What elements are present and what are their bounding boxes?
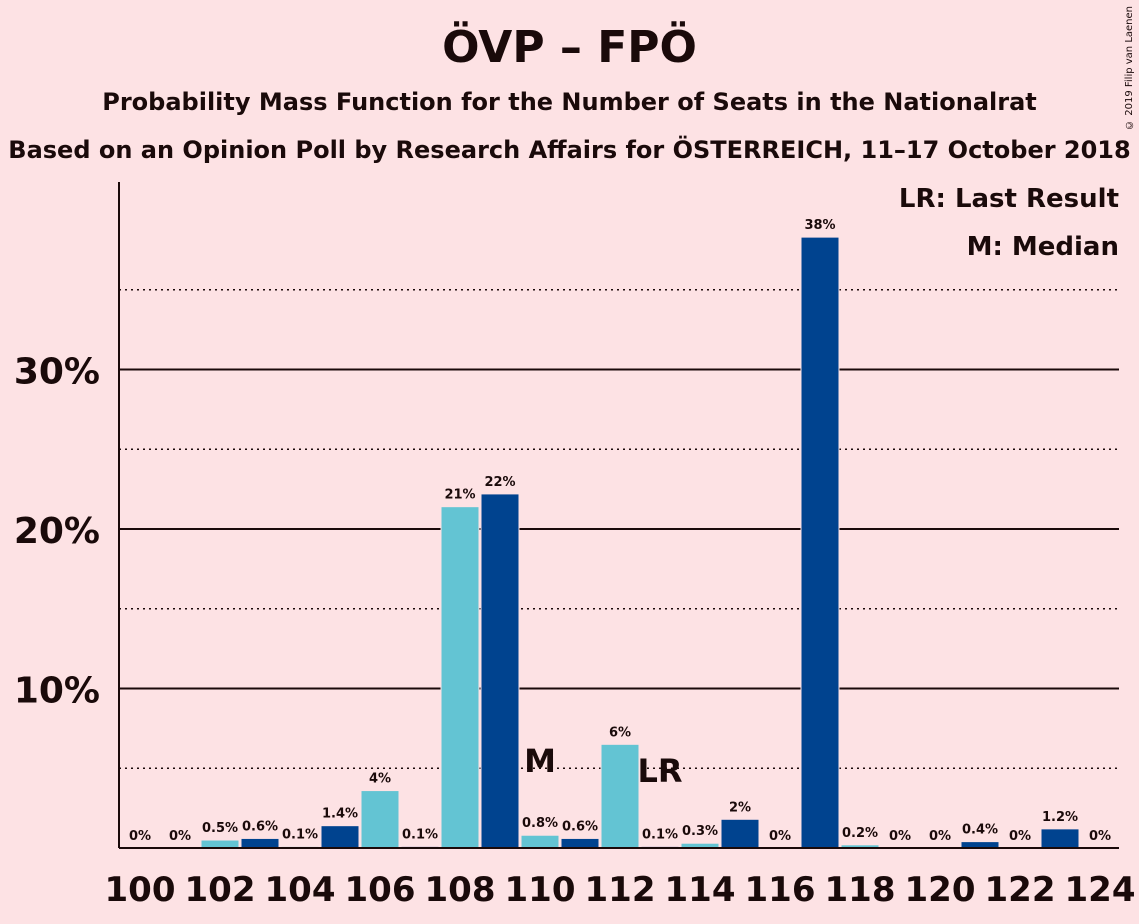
last-result-marker: LR bbox=[637, 752, 682, 790]
bar-value-label: 0% bbox=[889, 829, 911, 844]
bar-seat-106 bbox=[360, 790, 400, 849]
bar-value-label: 0.8% bbox=[522, 816, 558, 831]
bar-seat-123 bbox=[1040, 828, 1080, 849]
bar-value-label: 0.6% bbox=[562, 819, 598, 834]
bar-seat-112 bbox=[600, 743, 640, 849]
median-marker: M bbox=[524, 742, 556, 780]
chart-subtitle: Probability Mass Function for the Number… bbox=[102, 88, 1037, 116]
bar-seat-117 bbox=[800, 236, 840, 849]
x-tick-label: 108 bbox=[425, 870, 496, 910]
bar-seat-111 bbox=[560, 837, 600, 849]
bar-value-label: 2% bbox=[729, 800, 751, 815]
x-tick-label: 106 bbox=[345, 870, 416, 910]
x-tick-label: 100 bbox=[105, 870, 176, 910]
bar-value-label: 1.2% bbox=[1042, 810, 1078, 825]
bar-seat-105 bbox=[320, 825, 360, 849]
y-tick-label: 30% bbox=[14, 352, 100, 393]
x-tick-label: 124 bbox=[1065, 870, 1136, 910]
y-tick-label: 20% bbox=[14, 511, 100, 552]
bar-value-label: 21% bbox=[444, 488, 475, 503]
bar-value-label: 0.3% bbox=[682, 824, 718, 839]
bar-value-label: 38% bbox=[804, 218, 835, 233]
x-tick-label: 110 bbox=[505, 870, 576, 910]
bar-value-label: 1.4% bbox=[322, 807, 358, 822]
legend-median: M: Median bbox=[966, 232, 1119, 262]
bar-value-label: 0% bbox=[769, 829, 791, 844]
chart-subtitle-poll: Based on an Opinion Poll by Research Aff… bbox=[8, 136, 1131, 164]
bar-value-label: 6% bbox=[609, 725, 631, 740]
chart-title: ÖVP – FPÖ bbox=[442, 22, 697, 73]
bar-value-label: 0% bbox=[1009, 829, 1031, 844]
x-tick-label: 118 bbox=[825, 870, 896, 910]
bar-value-label: 0% bbox=[929, 829, 951, 844]
x-tick-label: 104 bbox=[265, 870, 336, 910]
bar-value-label: 0% bbox=[129, 829, 151, 844]
x-tick-label: 114 bbox=[665, 870, 736, 910]
x-tick-label: 102 bbox=[185, 870, 256, 910]
x-tick-label: 112 bbox=[585, 870, 656, 910]
bar-seat-103 bbox=[240, 837, 280, 849]
bar-value-label: 0.5% bbox=[202, 821, 238, 836]
bar-seat-109 bbox=[480, 493, 520, 849]
x-tick-label: 120 bbox=[905, 870, 976, 910]
bar-value-label: 0.2% bbox=[842, 826, 878, 841]
bar-seat-115 bbox=[720, 818, 760, 849]
bar-value-label: 0.1% bbox=[402, 827, 438, 842]
bar-value-label: 22% bbox=[484, 475, 515, 490]
bar-value-label: 0.4% bbox=[962, 823, 998, 838]
legend-last-result: LR: Last Result bbox=[898, 184, 1119, 214]
bar-value-label: 0.1% bbox=[282, 827, 318, 842]
bar-seat-110 bbox=[520, 834, 560, 849]
bar-value-label: 0% bbox=[1089, 829, 1111, 844]
y-tick-label: 10% bbox=[14, 671, 100, 712]
x-tick-label: 116 bbox=[745, 870, 816, 910]
bar-seat-102 bbox=[200, 839, 240, 849]
bar-value-label: 4% bbox=[369, 772, 391, 787]
bar-value-label: 0.1% bbox=[642, 827, 678, 842]
bar-value-label: 0% bbox=[169, 829, 191, 844]
bar-seat-108 bbox=[440, 506, 480, 849]
bar-value-label: 0.6% bbox=[242, 819, 278, 834]
x-tick-label: 122 bbox=[985, 870, 1056, 910]
